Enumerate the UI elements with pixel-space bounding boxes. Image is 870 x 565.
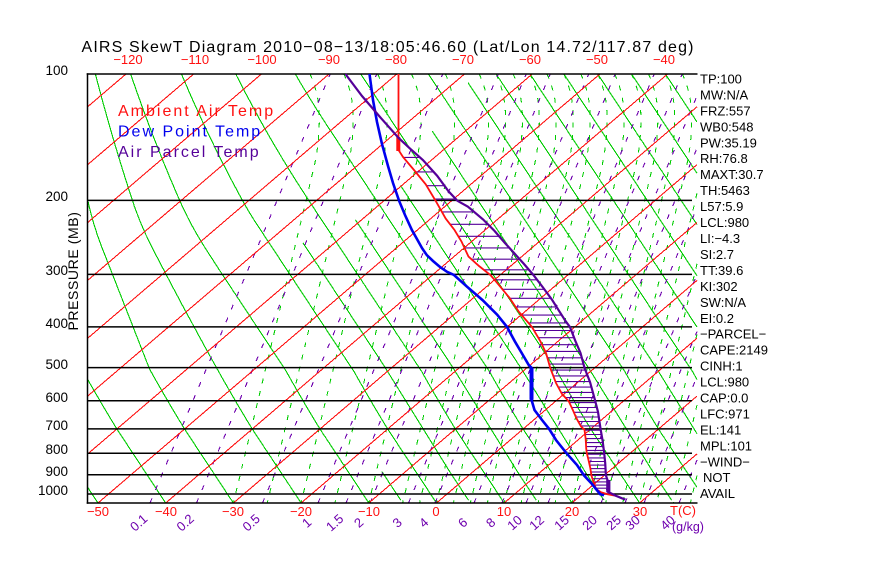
svg-text:RH:76.8: RH:76.8 <box>700 151 748 166</box>
svg-text:LCL:980: LCL:980 <box>700 215 749 230</box>
svg-text:900: 900 <box>45 464 68 479</box>
svg-text:LCL:980: LCL:980 <box>700 375 749 390</box>
svg-text:10: 10 <box>497 504 511 519</box>
svg-text:CAP:0.0: CAP:0.0 <box>700 391 748 406</box>
svg-text:−PARCEL−: −PARCEL− <box>700 327 766 342</box>
svg-text:−WIND−: −WIND− <box>700 454 750 469</box>
svg-text:EI:0.2: EI:0.2 <box>700 311 734 326</box>
svg-text:TH:5463: TH:5463 <box>700 183 750 198</box>
svg-text:PW:35.19: PW:35.19 <box>700 135 757 150</box>
svg-text:KI:302: KI:302 <box>700 279 738 294</box>
svg-text:MPL:101: MPL:101 <box>700 438 752 453</box>
svg-text:CINH:1: CINH:1 <box>700 359 743 374</box>
svg-text:−70: −70 <box>452 52 474 67</box>
svg-text:800: 800 <box>45 442 68 457</box>
svg-text:−40: −40 <box>653 52 675 67</box>
svg-text:200: 200 <box>45 189 68 204</box>
svg-text:Dew Point Temp: Dew Point Temp <box>118 124 262 141</box>
svg-text:T(C): T(C) <box>670 503 696 518</box>
svg-text:FRZ:557: FRZ:557 <box>700 103 751 118</box>
svg-text:LI:−4.3: LI:−4.3 <box>700 231 740 246</box>
svg-text:MAXT:30.7: MAXT:30.7 <box>700 167 764 182</box>
svg-text:PRESSURE (MB): PRESSURE (MB) <box>65 211 81 330</box>
svg-text:−110: −110 <box>181 52 209 67</box>
svg-text:0: 0 <box>432 504 439 519</box>
svg-text:TT:39.6: TT:39.6 <box>700 263 743 278</box>
svg-text:20: 20 <box>565 504 579 519</box>
svg-text:700: 700 <box>45 418 68 433</box>
svg-text:−10: −10 <box>358 504 380 519</box>
svg-text:Ambient Air Temp: Ambient Air Temp <box>118 103 275 120</box>
svg-text:LFC:971: LFC:971 <box>700 406 750 421</box>
svg-text:−50: −50 <box>586 52 608 67</box>
svg-text:SI:2.7: SI:2.7 <box>700 247 734 262</box>
svg-text:500: 500 <box>45 357 68 372</box>
svg-text:−20: −20 <box>290 504 312 519</box>
svg-text:−30: −30 <box>222 504 244 519</box>
svg-text:−120: −120 <box>113 52 142 67</box>
svg-text:EL:141: EL:141 <box>700 422 741 437</box>
svg-text:TP:100: TP:100 <box>700 72 742 87</box>
svg-text:NOT: NOT <box>703 470 731 485</box>
svg-text:CAPE:2149: CAPE:2149 <box>700 343 768 358</box>
svg-text:−100: −100 <box>247 52 276 67</box>
svg-text:Air Parcel Temp: Air Parcel Temp <box>118 144 261 161</box>
svg-text:30: 30 <box>633 504 647 519</box>
svg-text:−60: −60 <box>519 52 541 67</box>
svg-text:400: 400 <box>45 316 68 331</box>
svg-text:−80: −80 <box>385 52 407 67</box>
svg-text:300: 300 <box>45 263 68 278</box>
svg-text:SW:N/A: SW:N/A <box>700 295 746 310</box>
svg-text:AVAIL: AVAIL <box>700 486 735 501</box>
svg-text:MW:N/A: MW:N/A <box>700 88 748 103</box>
svg-text:AIRS SkewT Diagram 2010−08−13/: AIRS SkewT Diagram 2010−08−13/18:05:46.6… <box>82 39 695 56</box>
svg-text:(g/kg): (g/kg) <box>672 520 704 534</box>
svg-text:−90: −90 <box>318 52 340 67</box>
svg-text:600: 600 <box>45 390 68 405</box>
svg-text:1000: 1000 <box>38 483 68 498</box>
svg-text:−50: −50 <box>87 504 109 519</box>
svg-text:100: 100 <box>45 63 68 78</box>
svg-text:−40: −40 <box>155 504 177 519</box>
svg-text:WB0:548: WB0:548 <box>700 119 753 134</box>
svg-text:L57:5.9: L57:5.9 <box>700 199 743 214</box>
